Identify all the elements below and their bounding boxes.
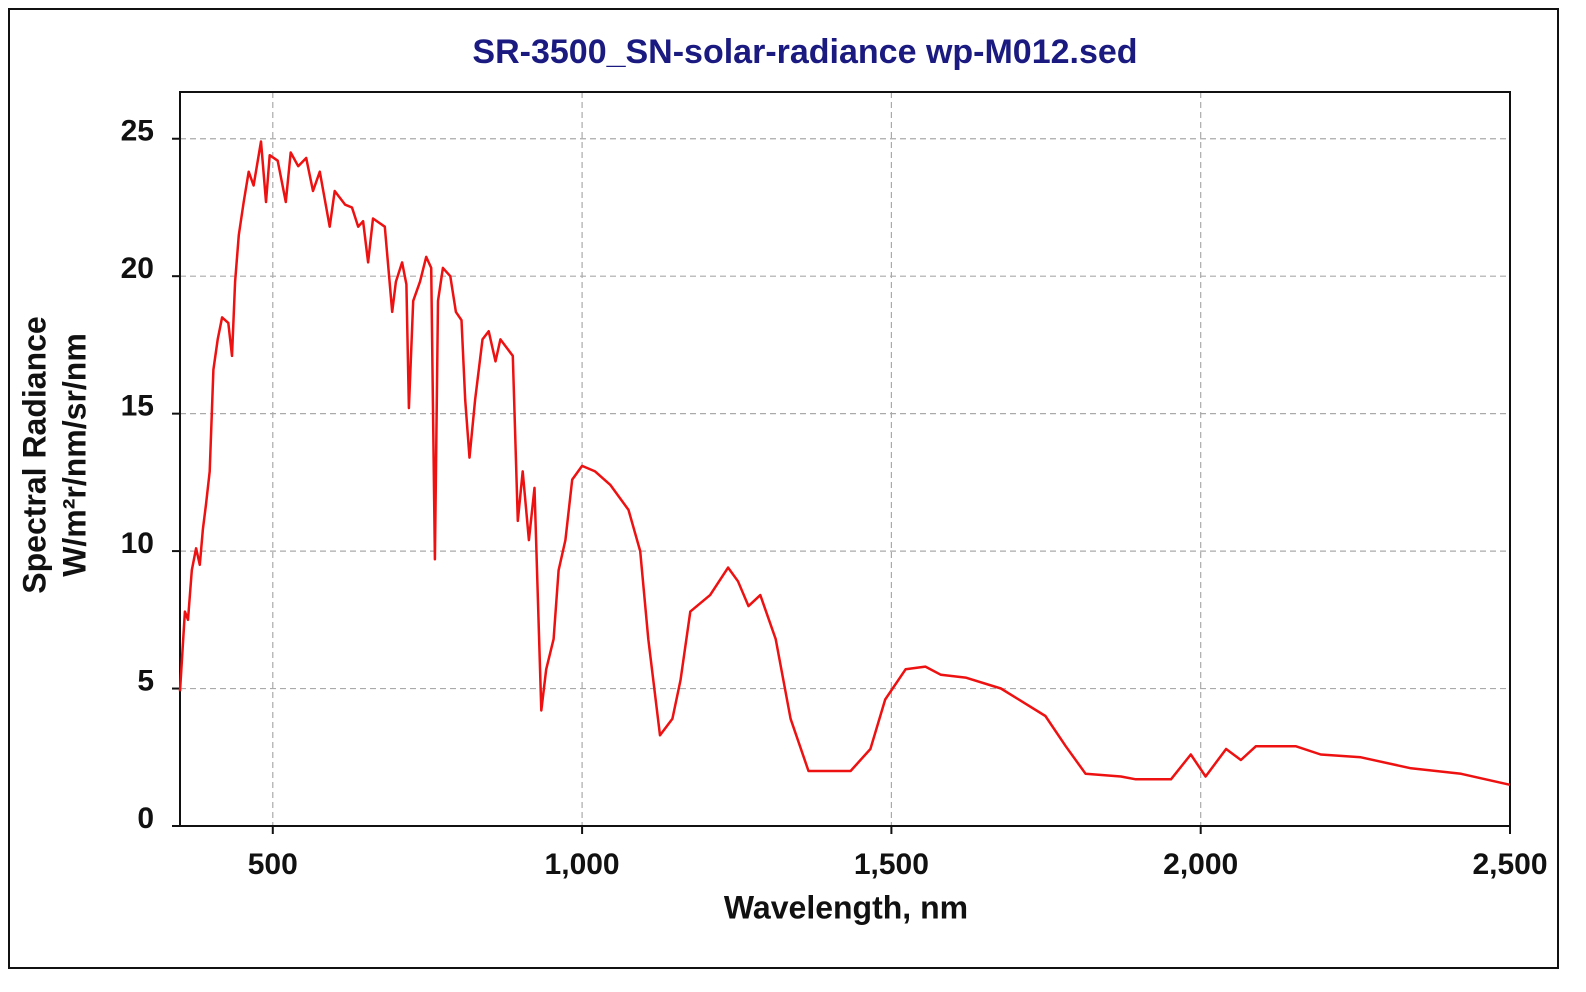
x-tick-label: 500 bbox=[248, 848, 298, 881]
y-axis-title: Spectral Radiance bbox=[16, 316, 52, 593]
x-tick-label: 2,000 bbox=[1163, 848, 1238, 881]
y-tick-label: 25 bbox=[121, 115, 154, 148]
y-tick-label: 5 bbox=[137, 664, 154, 697]
y-tick-label: 0 bbox=[137, 802, 154, 835]
y-axis-unit: W/m²r/nm/sr/nm bbox=[56, 333, 92, 577]
spectrum-line bbox=[178, 140, 1511, 787]
x-tick-label: 1,500 bbox=[854, 848, 929, 881]
y-tick-label: 15 bbox=[121, 390, 154, 423]
y-tick-label: 10 bbox=[121, 527, 154, 560]
plot-frame bbox=[179, 91, 1511, 827]
x-tick-label: 2,500 bbox=[1472, 848, 1547, 881]
x-axis-title: Wavelength, nm bbox=[724, 889, 968, 925]
y-tick-label: 20 bbox=[121, 252, 154, 285]
outer-frame bbox=[8, 8, 1559, 969]
chart-title: SR-3500_SN-solar-radiance wp-M012.sed bbox=[472, 33, 1137, 71]
x-tick-label: 1,000 bbox=[545, 848, 620, 881]
